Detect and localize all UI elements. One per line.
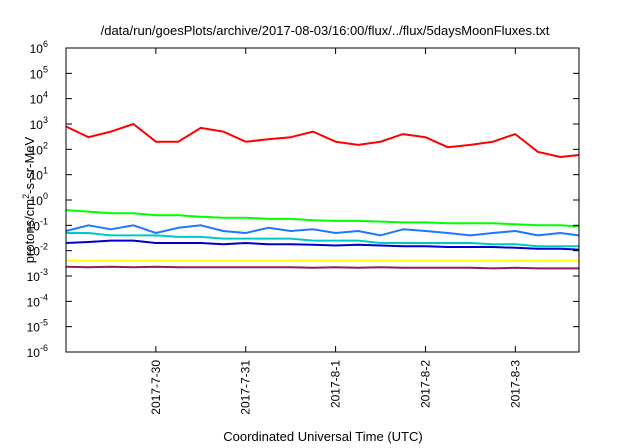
y-tick-label: 100 <box>30 191 48 208</box>
y-axis-label-unit: protons/cm <box>22 199 37 263</box>
y-tick-label: 10-5 <box>27 318 48 335</box>
series-line-2 <box>65 209 580 228</box>
y-tick-label: 10-6 <box>27 343 48 360</box>
series-layer <box>65 123 580 270</box>
series-line-4 <box>65 224 580 237</box>
chart-title: /data/run/goesPlots/archive/2017-08-03/1… <box>101 23 550 38</box>
y-tick-label: 102 <box>30 140 48 157</box>
y-tick-label: 104 <box>30 90 48 107</box>
y-tick-label: 10-4 <box>27 292 48 309</box>
y-tick-label: 10-1 <box>27 216 48 233</box>
x-axis: 2017-7-30 2017-7-31 2017-8-1 2017-8-2 2017-8… <box>149 48 522 415</box>
series-line-7 <box>65 265 579 270</box>
plot-frame <box>65 47 580 353</box>
series-line-1 <box>65 123 580 158</box>
y-tick-label: 101 <box>30 166 48 183</box>
x-tick-label: 2017-7-31 <box>239 360 253 415</box>
series-line-3 <box>66 232 579 248</box>
x-tick-label: 2017-8-1 <box>329 360 343 408</box>
x-tick-label: 2017-8-2 <box>419 360 433 408</box>
y-axis: 10-6 10-5 10-4 10-3 10-2 10-1 100 101 102 103 104 1… <box>27 39 579 360</box>
x-tick-label: 2017-7-30 <box>149 360 163 415</box>
x-tick-label: 2017-8-3 <box>508 360 522 408</box>
y-tick-label: 10-2 <box>27 242 48 259</box>
y-tick-label: 105 <box>30 64 48 81</box>
y-tick-label: 10-3 <box>27 267 48 284</box>
y-axis-label-exponent: 2 <box>21 194 31 199</box>
y-tick-label: 103 <box>30 115 48 132</box>
y-axis-label: protons/cm2-s-sr-MeV <box>21 136 37 263</box>
y-tick-label: 106 <box>30 39 48 56</box>
x-axis-label: Coordinated Universal Time (UTC) <box>223 429 422 444</box>
series-line-5 <box>65 239 580 251</box>
y-axis-label-rest: -s-sr-MeV <box>22 136 37 193</box>
